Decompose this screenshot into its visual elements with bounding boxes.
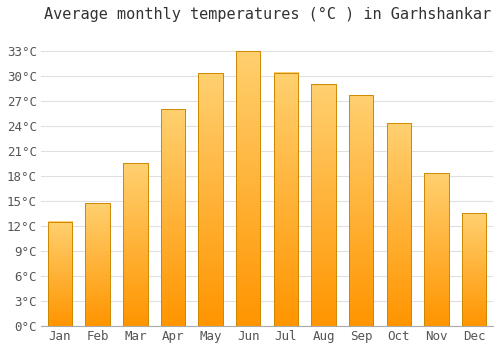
Bar xyxy=(312,84,336,326)
Bar xyxy=(160,109,185,326)
Bar xyxy=(349,95,374,326)
Bar xyxy=(48,222,72,326)
Title: Average monthly temperatures (°C ) in Garhshankar: Average monthly temperatures (°C ) in Ga… xyxy=(44,7,490,22)
Bar xyxy=(424,173,449,326)
Bar xyxy=(198,74,223,326)
Bar xyxy=(86,203,110,326)
Bar xyxy=(236,51,260,326)
Bar xyxy=(386,124,411,326)
Bar xyxy=(462,214,486,326)
Bar xyxy=(123,163,148,326)
Bar xyxy=(274,72,298,326)
